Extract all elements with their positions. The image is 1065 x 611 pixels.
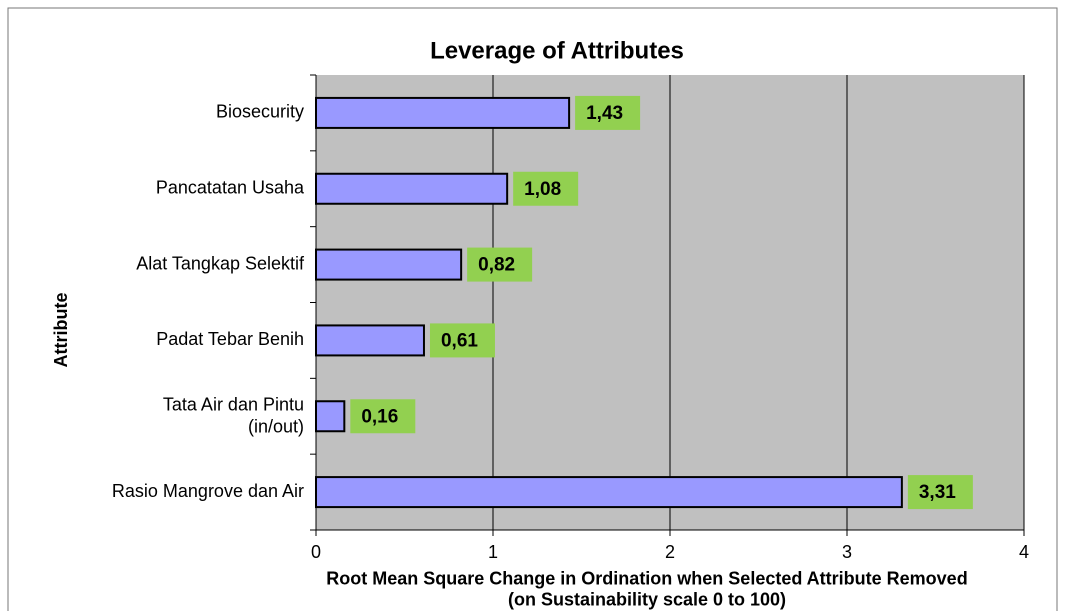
bar (315, 172, 509, 205)
data-label: 0,16 (361, 406, 398, 427)
data-label-bg (575, 95, 641, 130)
bar (315, 476, 903, 509)
x-tick-label: 4 (1019, 542, 1029, 562)
data-label-group: 0,16 (350, 399, 416, 434)
x-axis-title: Root Mean Square Change in Ordination wh… (326, 568, 967, 609)
data-label-bg (467, 247, 533, 282)
chart-title: Leverage of Attributes (430, 37, 684, 64)
x-tick-label: 3 (842, 542, 852, 562)
data-label-bg (429, 323, 495, 358)
data-label-bg (907, 475, 973, 510)
data-label-group: 3,31 (907, 475, 973, 510)
data-label: 1,08 (524, 179, 561, 200)
data-label-bg (513, 171, 579, 206)
data-label-group: 1,08 (513, 171, 579, 206)
data-label-group: 0,61 (429, 323, 495, 358)
data-label-group: 0,82 (467, 247, 533, 282)
y-tick-label: Tata Air dan Pintu (in/out) (163, 394, 304, 436)
bar (315, 96, 571, 129)
data-label-group: 1,43 (575, 95, 641, 130)
y-tick-label: Rasio Mangrove dan Air (112, 481, 304, 501)
data-label: 3,31 (919, 482, 956, 503)
data-label: 1,43 (586, 103, 623, 124)
y-axis-title: Attribute (51, 293, 71, 368)
data-label: 0,61 (441, 330, 478, 351)
y-tick-label: Padat Tebar Benih (156, 329, 304, 349)
bar (315, 248, 463, 281)
y-tick-label: Pancatatan Usaha (156, 178, 305, 198)
bar (315, 400, 346, 433)
y-tick-label: Alat Tangkap Selektif (136, 253, 305, 273)
x-tick-label: 0 (311, 542, 321, 562)
x-tick-label: 2 (665, 542, 675, 562)
x-tick-label: 1 (488, 542, 498, 562)
data-label: 0,82 (478, 255, 515, 276)
y-tick-label: Biosecurity (216, 102, 304, 122)
bar (315, 324, 425, 357)
data-label-bg (350, 399, 416, 434)
